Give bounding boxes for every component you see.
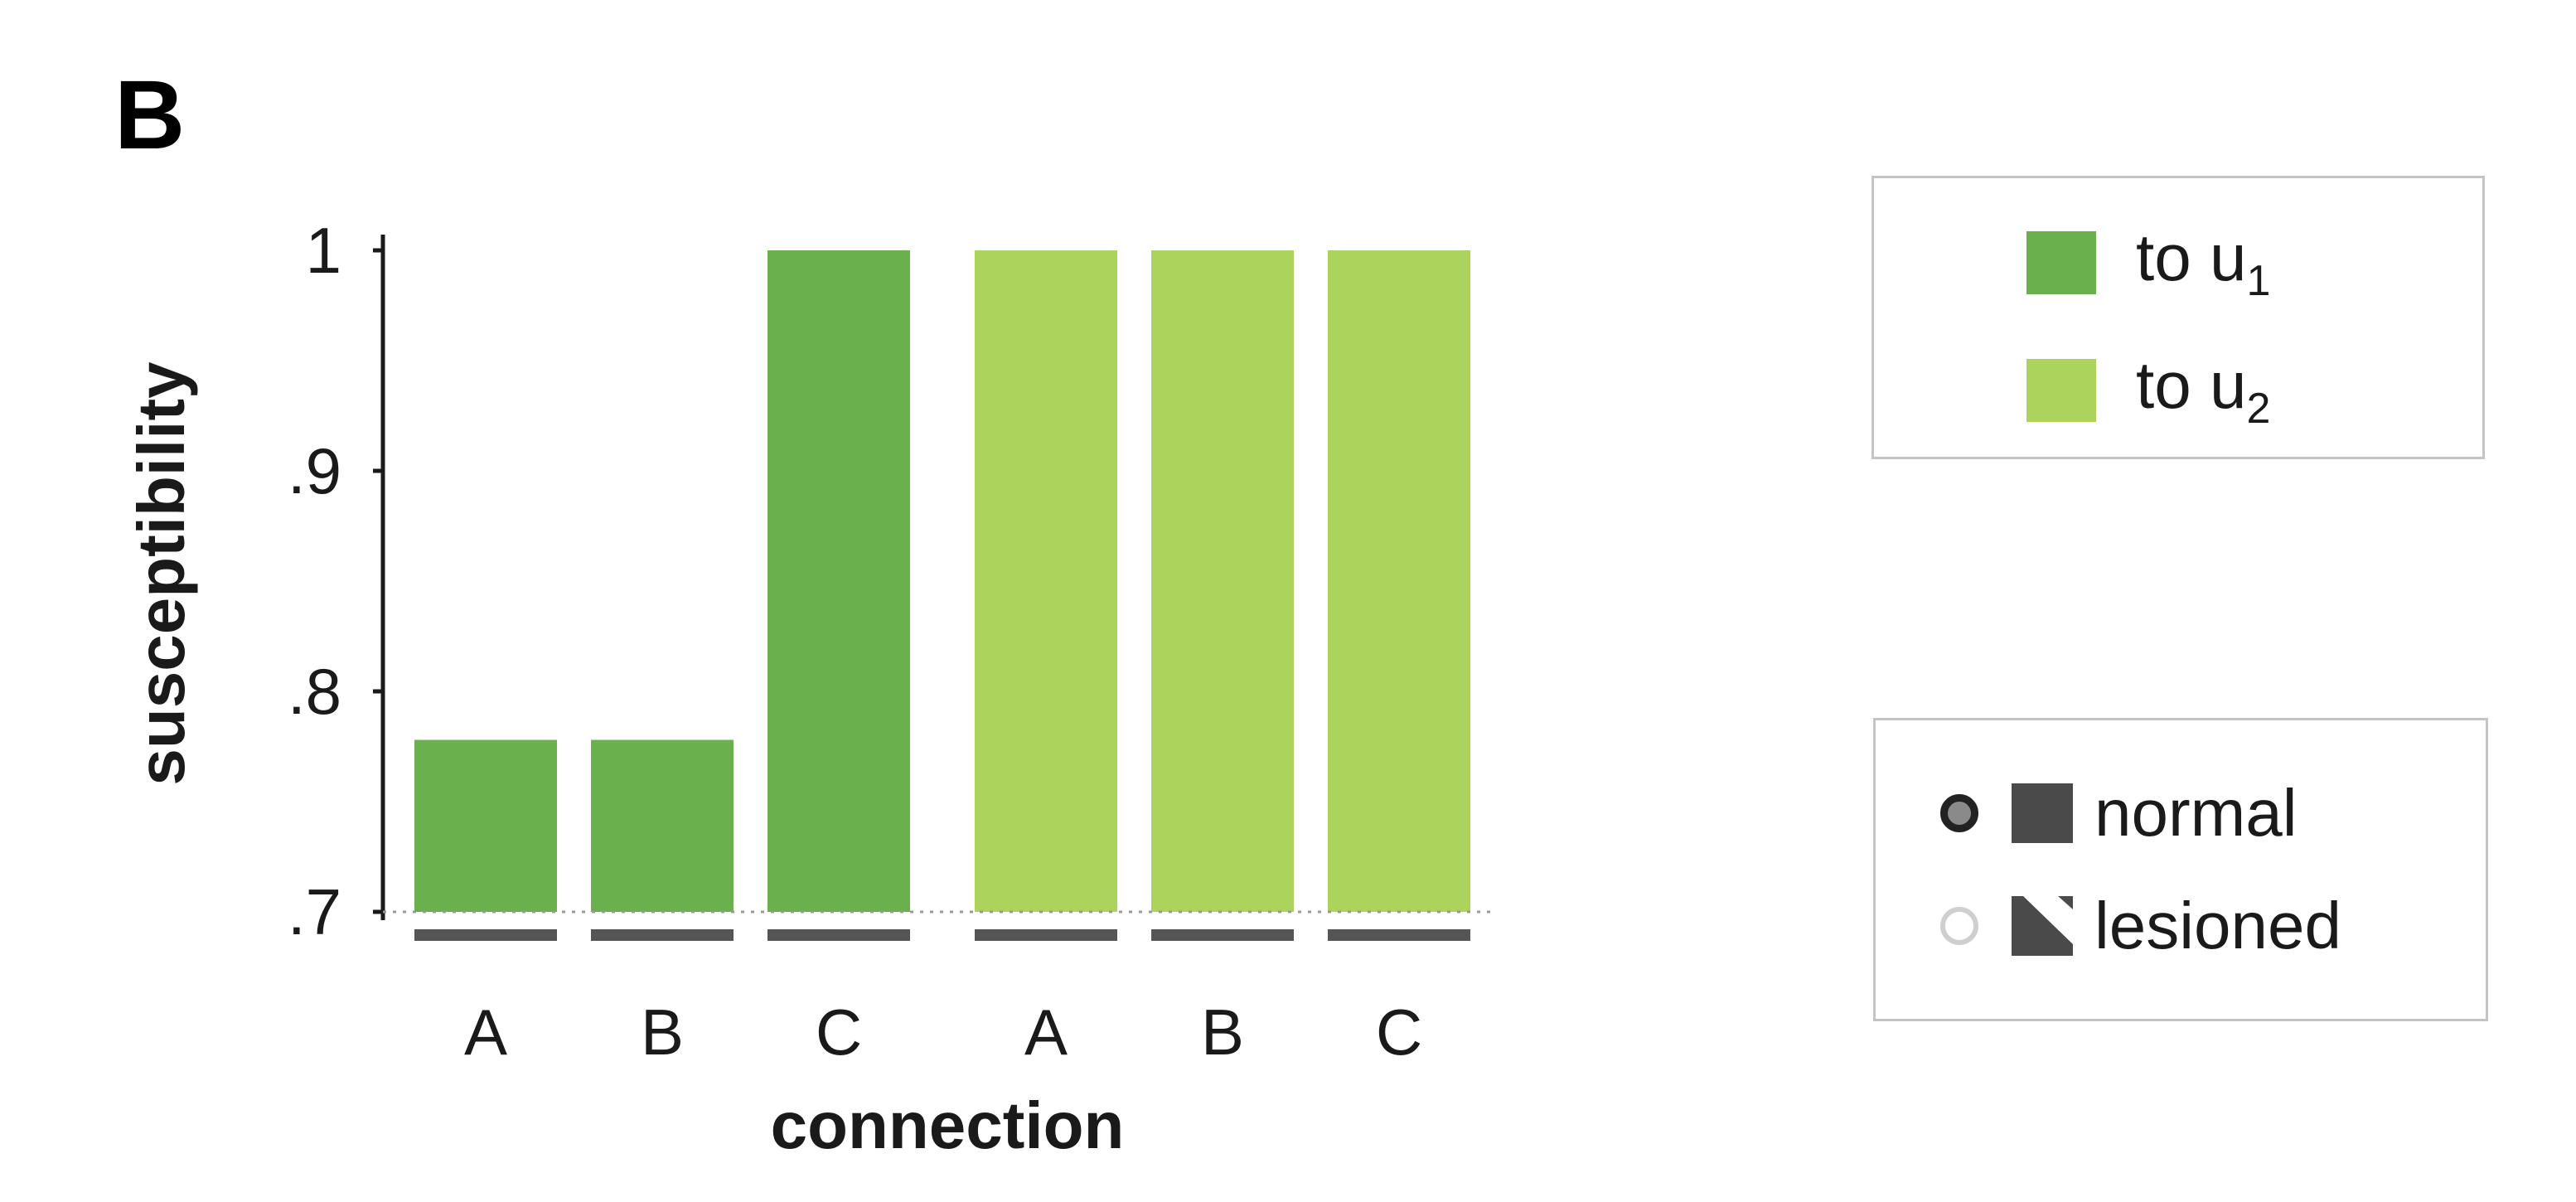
y-tick-label: 1 (306, 214, 341, 287)
y-tick-label: .8 (288, 655, 341, 728)
legend-item-u2: to u2 (2026, 347, 2270, 434)
baseline-markers (414, 929, 1470, 941)
bar-u1-c (767, 250, 910, 912)
y-tick-label: .7 (288, 875, 341, 948)
x-tick-label-u1-c: C (816, 996, 862, 1069)
legend-swatch-u2 (2026, 359, 2096, 422)
baseline-marker-u2-a (975, 929, 1117, 941)
legend-label-u2: to u2 (2136, 348, 2271, 433)
bar-u2-a (975, 250, 1117, 912)
x-axis-title: connection (771, 1088, 1125, 1162)
x-tick-label-u2-c: C (1376, 996, 1422, 1069)
legend-item-lesioned: lesioned (1940, 888, 2341, 964)
baseline-marker-u1-c (767, 929, 910, 941)
series-legend: to u1 to u2 (1871, 176, 2485, 459)
status-legend: normal lesioned (1873, 718, 2488, 1021)
bars-layer (414, 250, 1470, 912)
lesioned-circle-icon (1940, 907, 1978, 945)
lesioned-hatched-square-icon (2012, 896, 2073, 956)
x-tick-label-u1-a: A (464, 996, 507, 1069)
baseline-marker-u2-c (1328, 929, 1470, 941)
legend-swatch-u1 (2026, 231, 2096, 294)
x-tick-label-u1-b: B (641, 996, 684, 1069)
y-axis-title: susceptibility (124, 361, 198, 786)
baseline-marker-u2-b (1151, 929, 1294, 941)
legend-item-normal: normal (1940, 775, 2298, 851)
panel-label: B (114, 61, 186, 170)
bar-u1-a (414, 739, 557, 912)
legend-label-lesioned: lesioned (2094, 889, 2342, 962)
baseline-marker-u1-a (414, 929, 557, 941)
bar-u2-c (1328, 250, 1470, 912)
baseline-marker-u1-b (591, 929, 734, 941)
x-tick-label-u2-a: A (1024, 996, 1068, 1069)
legend-item-u1: to u1 (2026, 220, 2270, 306)
bar-u1-b (591, 739, 734, 912)
legend-label-normal: normal (2094, 776, 2298, 850)
y-axis-ticks: .7 .8 .9 1 (288, 214, 383, 948)
bar-u2-b (1151, 250, 1294, 912)
legend-label-u1: to u1 (2136, 221, 2271, 305)
y-tick-label: .9 (288, 434, 341, 507)
normal-circle-icon (1940, 794, 1978, 832)
normal-square-icon (2012, 783, 2073, 843)
x-tick-label-u2-b: B (1201, 996, 1244, 1069)
